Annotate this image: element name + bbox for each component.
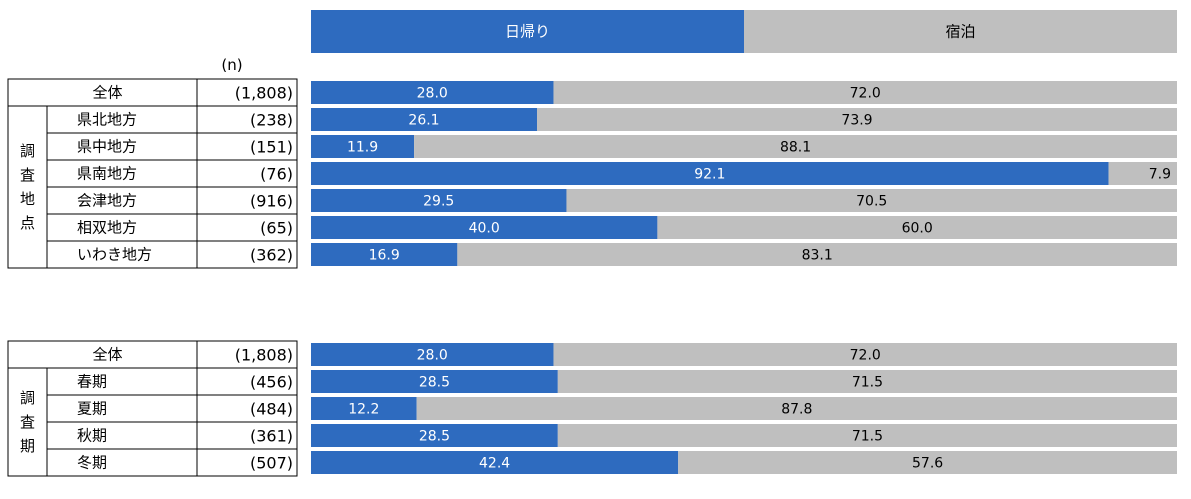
section-0-row-4-bar-1 (657, 216, 1177, 239)
section-0-group-label-char-1: 査 (20, 166, 35, 184)
section-0-row-0-bar-0 (311, 108, 538, 131)
section-0-row-label-5: いわき地方 (77, 246, 152, 264)
section-0-row-3-value-1: 70.5 (856, 194, 887, 210)
legend-label-0: 日帰り (505, 23, 550, 41)
section-0-row-1-bar-1 (414, 135, 1178, 158)
section-0-row-label-3: 会津地方 (77, 192, 137, 210)
section-0-total-label: 全体 (92, 84, 122, 102)
section-1-table-border (7, 340, 298, 477)
section-0-row-3-bar-0 (311, 189, 567, 212)
section-0-row-1-value-0: 11.9 (347, 140, 378, 156)
section-0-row-5-bar-1 (457, 243, 1177, 266)
section-0-total-n: (1,808) (235, 84, 293, 103)
section-0-row-n-3: (916) (250, 192, 293, 211)
section-1-row-0-value-0: 28.5 (419, 375, 450, 391)
section-0-row-5-value-1: 83.1 (802, 248, 833, 264)
section-0-row-n-4: (65) (260, 219, 293, 238)
section-0-row-label-1: 県中地方 (77, 138, 137, 156)
section-1-total-n: (1,808) (235, 346, 293, 365)
section-0-group-label-char-2: 地 (20, 190, 35, 208)
section-0-row-1-value-1: 88.1 (780, 140, 811, 156)
section-1-total-bar-0 (311, 343, 554, 366)
section-0-row-1-bar-0 (311, 135, 415, 158)
section-1-row-0-bar-0 (311, 370, 558, 393)
section-1-row-3-value-1: 57.6 (912, 456, 943, 472)
section-1-row-3-bar-0 (311, 451, 679, 474)
section-1-row-1-bar-1 (416, 397, 1178, 420)
legend-swatch-0 (311, 10, 744, 53)
n-header: (n) (221, 56, 242, 74)
section-0-total-bar-1 (553, 81, 1177, 104)
section-1-total-label: 全体 (92, 346, 122, 364)
section-1-group-label-char-2: 期 (20, 437, 35, 455)
section-0-row-2-bar-0 (311, 162, 1109, 185)
section-1-row-n-2: (361) (250, 427, 293, 446)
section-1-row-label-0: 春期 (77, 373, 107, 391)
legend-label-1: 宿泊 (945, 23, 975, 41)
section-1-total-value-0: 28.0 (417, 348, 448, 364)
section-0-row-0-value-1: 73.9 (841, 113, 872, 129)
section-1-row-label-1: 夏期 (77, 400, 107, 418)
section-0-row-0-value-0: 26.1 (408, 113, 439, 129)
section-0-row-n-1: (151) (250, 138, 293, 157)
section-1-row-3-bar-1 (678, 451, 1177, 474)
section-0-row-4-value-1: 60.0 (902, 221, 933, 237)
section-0-total-bar-0 (311, 81, 554, 104)
section-0-row-n-5: (362) (250, 246, 293, 265)
section-0-row-4-bar-0 (311, 216, 658, 239)
legend-swatch-1 (744, 10, 1177, 53)
section-1-row-label-2: 秋期 (77, 427, 107, 445)
section-0-group-label-char-0: 調 (20, 142, 35, 160)
section-0-row-3-bar-1 (566, 189, 1177, 212)
section-0-row-label-0: 県北地方 (77, 111, 137, 129)
section-1-row-n-3: (507) (250, 454, 293, 473)
section-1-row-1-value-1: 87.8 (781, 402, 812, 418)
section-1-row-label-3: 冬期 (77, 454, 107, 472)
section-0-total-value-0: 28.0 (417, 86, 448, 102)
section-0-row-5-bar-0 (311, 243, 458, 266)
section-1-group-label-char-0: 調 (20, 389, 35, 407)
section-0-row-n-0: (238) (250, 111, 293, 130)
section-0-total-value-1: 72.0 (850, 86, 881, 102)
section-1-row-0-value-1: 71.5 (852, 375, 883, 391)
section-1-total-value-1: 72.0 (850, 348, 881, 364)
section-0-row-label-4: 相双地方 (77, 219, 137, 237)
section-0-row-2-value-1: 7.9 (1149, 167, 1171, 183)
section-0-row-5-value-0: 16.9 (369, 248, 400, 264)
section-1-row-2-bar-1 (557, 424, 1177, 447)
section-0-group-label-char-3: 点 (20, 214, 35, 232)
section-1-row-n-0: (456) (250, 373, 293, 392)
section-0-row-2-value-0: 92.1 (694, 167, 725, 183)
section-1-row-1-bar-0 (311, 397, 417, 420)
section-1-row-3-value-0: 42.4 (479, 456, 510, 472)
section-0-row-2-bar-1 (1108, 162, 1177, 185)
section-1-row-0-bar-1 (557, 370, 1177, 393)
section-1-row-2-value-1: 71.5 (852, 429, 883, 445)
section-0-row-4-value-0: 40.0 (469, 221, 500, 237)
section-0-row-n-2: (76) (260, 165, 293, 184)
section-1-row-n-1: (484) (250, 400, 293, 419)
section-1-total-bar-1 (553, 343, 1177, 366)
section-0-row-label-2: 県南地方 (77, 165, 137, 183)
section-0-row-3-value-0: 29.5 (423, 194, 454, 210)
section-0-row-0-bar-1 (537, 108, 1177, 131)
section-1-row-2-value-0: 28.5 (419, 429, 450, 445)
section-1-row-1-value-0: 12.2 (348, 402, 379, 418)
section-1-group-label-char-1: 査 (20, 413, 35, 431)
section-0-table-border (7, 78, 298, 269)
section-1-row-2-bar-0 (311, 424, 558, 447)
